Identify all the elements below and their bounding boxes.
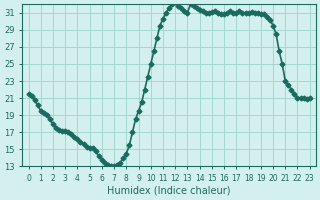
X-axis label: Humidex (Indice chaleur): Humidex (Indice chaleur) (108, 186, 231, 196)
